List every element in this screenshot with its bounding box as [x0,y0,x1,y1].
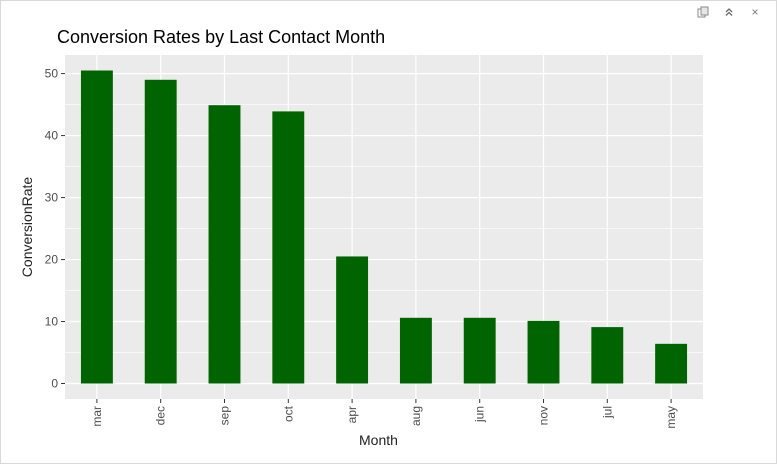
y-tick-label: 10 [45,315,59,329]
close-icon[interactable]: × [751,5,759,19]
x-tick-label-sep: sep [218,406,232,426]
y-tick-label: 40 [45,129,59,143]
bar-mar [80,70,113,384]
y-axis-label: ConversionRate [19,176,35,278]
bar-dec [144,79,177,384]
bar-nov [527,320,560,384]
bar-may [655,343,688,384]
x-tick-label-oct: oct [281,405,295,422]
bar-sep [208,105,241,384]
y-tick-label: 30 [45,191,59,205]
x-tick-label-apr: apr [345,406,359,423]
x-tick-label-mar: mar [90,406,104,427]
copy-icon[interactable] [696,5,710,19]
bar-aug [399,317,432,384]
bar-jul [591,327,624,384]
y-tick-label: 20 [45,253,59,267]
x-tick-label-jun: jun [473,406,487,423]
x-axis-label: Month [359,432,398,448]
x-tick-label-jul: jul [600,406,614,419]
viewer-toolbar: × [696,5,762,19]
chart-title: Conversion Rates by Last Contact Month [57,27,386,47]
bar-jun [463,317,496,384]
x-tick-label-may: may [664,406,678,429]
collapse-up-icon[interactable] [722,5,736,19]
y-tick-label: 50 [45,67,59,81]
x-tick-label-nov: nov [537,406,551,425]
x-tick-label-aug: aug [409,406,423,426]
bar-apr [336,256,369,384]
bar-oct [272,111,305,384]
x-tick-label-dec: dec [154,406,168,425]
y-tick-label: 0 [51,377,58,391]
